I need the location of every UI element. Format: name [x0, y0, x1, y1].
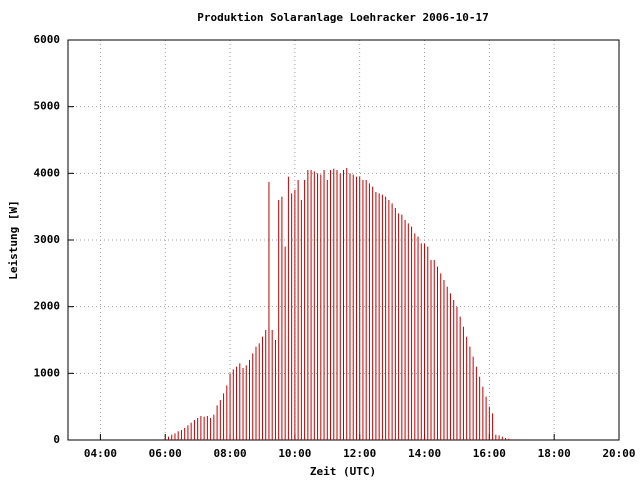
y-tick-label: 1000 — [34, 366, 61, 379]
x-tick-label: 18:00 — [538, 447, 571, 460]
chart-title: Produktion Solaranlage Loehracker 2006-1… — [197, 11, 488, 24]
x-tick-label: 20:00 — [602, 447, 635, 460]
y-tick-label: 6000 — [34, 33, 61, 46]
x-axis-label: Zeit (UTC) — [310, 465, 376, 478]
y-tick-label: 3000 — [34, 233, 61, 246]
x-tick-label: 10:00 — [278, 447, 311, 460]
x-tick-label: 04:00 — [84, 447, 117, 460]
y-tick-label: 5000 — [34, 100, 61, 113]
x-tick-label: 08:00 — [213, 447, 246, 460]
y-tick-label: 0 — [53, 433, 60, 446]
y-tick-label: 2000 — [34, 300, 61, 313]
y-tick-label: 4000 — [34, 166, 61, 179]
y-axis-label: Leistung [W] — [7, 200, 20, 279]
x-tick-label: 12:00 — [343, 447, 376, 460]
x-tick-label: 16:00 — [473, 447, 506, 460]
x-tick-label: 06:00 — [149, 447, 182, 460]
x-tick-label: 14:00 — [408, 447, 441, 460]
